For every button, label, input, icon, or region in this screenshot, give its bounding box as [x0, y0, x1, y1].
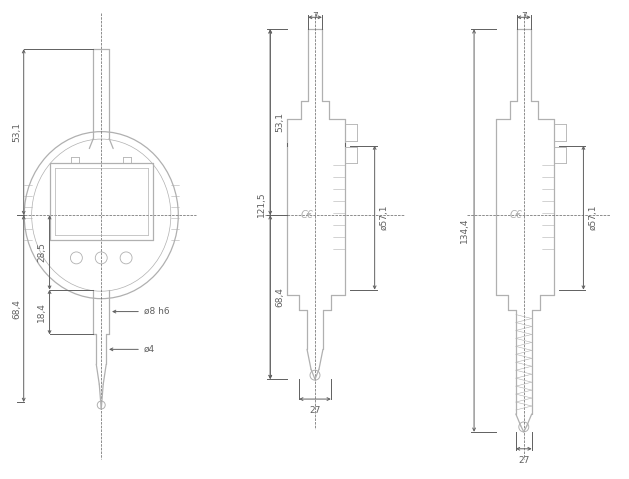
- Text: ø57,1: ø57,1: [589, 205, 598, 230]
- Text: ø4: ø4: [144, 345, 155, 354]
- Text: 27: 27: [518, 456, 530, 465]
- Text: 121,5: 121,5: [257, 192, 266, 217]
- Text: C€: C€: [301, 210, 313, 220]
- Text: C€: C€: [509, 210, 522, 220]
- Text: 53,1: 53,1: [12, 122, 21, 142]
- Text: 134,4: 134,4: [460, 218, 469, 243]
- Text: 28,5: 28,5: [37, 242, 46, 262]
- Text: ø8 h6: ø8 h6: [144, 307, 170, 316]
- Text: 68,4: 68,4: [276, 287, 285, 307]
- Text: 18,4: 18,4: [37, 302, 46, 322]
- Text: 7: 7: [312, 12, 318, 22]
- Text: 53,1: 53,1: [276, 112, 285, 132]
- Text: 27: 27: [309, 406, 321, 415]
- Text: 7: 7: [521, 12, 526, 22]
- Text: 68,4: 68,4: [12, 299, 21, 319]
- Text: ø57,1: ø57,1: [380, 205, 389, 230]
